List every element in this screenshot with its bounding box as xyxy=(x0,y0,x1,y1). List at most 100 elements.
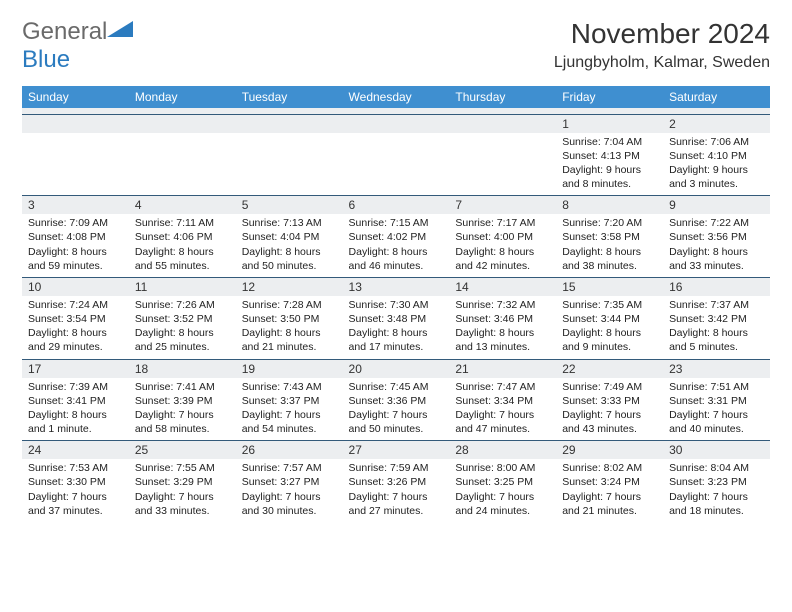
daylight-text: Daylight: 7 hours and 37 minutes. xyxy=(28,490,123,518)
sunset-text: Sunset: 4:00 PM xyxy=(455,230,550,244)
day-number-cell: 15 xyxy=(556,277,663,296)
day-number-cell: 10 xyxy=(22,277,129,296)
daylight-text: Daylight: 7 hours and 58 minutes. xyxy=(135,408,230,436)
sunrise-text: Sunrise: 7:17 AM xyxy=(455,216,550,230)
sunset-text: Sunset: 4:04 PM xyxy=(242,230,337,244)
sunrise-text: Sunrise: 7:32 AM xyxy=(455,298,550,312)
calendar-page: General Blue November 2024 Ljungbyholm, … xyxy=(0,0,792,540)
day-content-cell: Sunrise: 7:43 AMSunset: 3:37 PMDaylight:… xyxy=(236,378,343,441)
column-header: Saturday xyxy=(663,86,770,108)
sunrise-text: Sunrise: 7:28 AM xyxy=(242,298,337,312)
column-header: Thursday xyxy=(449,86,556,108)
day-content-cell: Sunrise: 7:09 AMSunset: 4:08 PMDaylight:… xyxy=(22,214,129,277)
sunrise-text: Sunrise: 7:47 AM xyxy=(455,380,550,394)
daylight-text: Daylight: 7 hours and 43 minutes. xyxy=(562,408,657,436)
daylight-text: Daylight: 8 hours and 13 minutes. xyxy=(455,326,550,354)
column-header: Friday xyxy=(556,86,663,108)
sunrise-text: Sunrise: 7:35 AM xyxy=(562,298,657,312)
day-content-cell: Sunrise: 7:45 AMSunset: 3:36 PMDaylight:… xyxy=(343,378,450,441)
sunrise-text: Sunrise: 7:13 AM xyxy=(242,216,337,230)
sunset-text: Sunset: 3:56 PM xyxy=(669,230,764,244)
sunrise-text: Sunrise: 7:15 AM xyxy=(349,216,444,230)
day-number-cell: 30 xyxy=(663,441,770,460)
day-number-cell: 24 xyxy=(22,441,129,460)
day-content-cell xyxy=(343,133,450,196)
day-number-cell: 3 xyxy=(22,196,129,215)
sunrise-text: Sunrise: 7:55 AM xyxy=(135,461,230,475)
day-content-cell: Sunrise: 7:57 AMSunset: 3:27 PMDaylight:… xyxy=(236,459,343,522)
sunrise-text: Sunrise: 7:59 AM xyxy=(349,461,444,475)
day-content-cell: Sunrise: 7:22 AMSunset: 3:56 PMDaylight:… xyxy=(663,214,770,277)
day-number-cell: 25 xyxy=(129,441,236,460)
logo: General Blue xyxy=(22,18,133,74)
day-number-cell: 5 xyxy=(236,196,343,215)
day-number-cell: 18 xyxy=(129,359,236,378)
sunset-text: Sunset: 4:06 PM xyxy=(135,230,230,244)
logo-part1: General xyxy=(22,18,107,45)
sunset-text: Sunset: 3:31 PM xyxy=(669,394,764,408)
daylight-text: Daylight: 7 hours and 54 minutes. xyxy=(242,408,337,436)
day-content-cell: Sunrise: 8:04 AMSunset: 3:23 PMDaylight:… xyxy=(663,459,770,522)
day-number-cell xyxy=(129,114,236,133)
calendar-table: SundayMondayTuesdayWednesdayThursdayFrid… xyxy=(22,86,770,522)
sunset-text: Sunset: 3:50 PM xyxy=(242,312,337,326)
day-content-cell xyxy=(22,133,129,196)
sunset-text: Sunset: 4:10 PM xyxy=(669,149,764,163)
daylight-text: Daylight: 8 hours and 59 minutes. xyxy=(28,245,123,273)
sunset-text: Sunset: 3:33 PM xyxy=(562,394,657,408)
day-content-cell: Sunrise: 7:39 AMSunset: 3:41 PMDaylight:… xyxy=(22,378,129,441)
daylight-text: Daylight: 7 hours and 50 minutes. xyxy=(349,408,444,436)
sunset-text: Sunset: 3:24 PM xyxy=(562,475,657,489)
logo-part2: Blue xyxy=(22,46,70,73)
day-number-cell xyxy=(449,114,556,133)
column-header: Tuesday xyxy=(236,86,343,108)
sunrise-text: Sunrise: 7:57 AM xyxy=(242,461,337,475)
day-number-cell xyxy=(236,114,343,133)
sunrise-text: Sunrise: 7:09 AM xyxy=(28,216,123,230)
daylight-text: Daylight: 7 hours and 21 minutes. xyxy=(562,490,657,518)
day-number-cell: 1 xyxy=(556,114,663,133)
day-number-cell: 6 xyxy=(343,196,450,215)
sunset-text: Sunset: 3:37 PM xyxy=(242,394,337,408)
sunset-text: Sunset: 3:36 PM xyxy=(349,394,444,408)
sunrise-text: Sunrise: 7:41 AM xyxy=(135,380,230,394)
sunset-text: Sunset: 3:58 PM xyxy=(562,230,657,244)
day-number-cell: 13 xyxy=(343,277,450,296)
sunset-text: Sunset: 4:13 PM xyxy=(562,149,657,163)
day-number-cell: 17 xyxy=(22,359,129,378)
sunrise-text: Sunrise: 7:51 AM xyxy=(669,380,764,394)
day-content-cell: Sunrise: 7:37 AMSunset: 3:42 PMDaylight:… xyxy=(663,296,770,359)
day-content-cell: Sunrise: 7:15 AMSunset: 4:02 PMDaylight:… xyxy=(343,214,450,277)
day-number-cell: 12 xyxy=(236,277,343,296)
day-content-cell: Sunrise: 7:41 AMSunset: 3:39 PMDaylight:… xyxy=(129,378,236,441)
logo-triangle-icon xyxy=(107,18,133,38)
daylight-text: Daylight: 8 hours and 21 minutes. xyxy=(242,326,337,354)
sunrise-text: Sunrise: 7:04 AM xyxy=(562,135,657,149)
day-number-cell: 11 xyxy=(129,277,236,296)
day-content-cell: Sunrise: 8:00 AMSunset: 3:25 PMDaylight:… xyxy=(449,459,556,522)
day-content-cell: Sunrise: 7:13 AMSunset: 4:04 PMDaylight:… xyxy=(236,214,343,277)
calendar-header-row: SundayMondayTuesdayWednesdayThursdayFrid… xyxy=(22,86,770,108)
day-content-cell: Sunrise: 7:47 AMSunset: 3:34 PMDaylight:… xyxy=(449,378,556,441)
daylight-text: Daylight: 7 hours and 24 minutes. xyxy=(455,490,550,518)
day-content-cell: Sunrise: 7:53 AMSunset: 3:30 PMDaylight:… xyxy=(22,459,129,522)
daylight-text: Daylight: 7 hours and 27 minutes. xyxy=(349,490,444,518)
day-number-cell: 23 xyxy=(663,359,770,378)
day-number-cell: 16 xyxy=(663,277,770,296)
sunrise-text: Sunrise: 8:04 AM xyxy=(669,461,764,475)
sunset-text: Sunset: 3:41 PM xyxy=(28,394,123,408)
day-content-cell: Sunrise: 7:55 AMSunset: 3:29 PMDaylight:… xyxy=(129,459,236,522)
daylight-text: Daylight: 8 hours and 55 minutes. xyxy=(135,245,230,273)
sunrise-text: Sunrise: 7:26 AM xyxy=(135,298,230,312)
daylight-text: Daylight: 8 hours and 9 minutes. xyxy=(562,326,657,354)
day-content-cell: Sunrise: 7:32 AMSunset: 3:46 PMDaylight:… xyxy=(449,296,556,359)
sunset-text: Sunset: 3:39 PM xyxy=(135,394,230,408)
sunset-text: Sunset: 3:27 PM xyxy=(242,475,337,489)
sunrise-text: Sunrise: 7:53 AM xyxy=(28,461,123,475)
day-content-cell: Sunrise: 7:30 AMSunset: 3:48 PMDaylight:… xyxy=(343,296,450,359)
day-number-cell: 21 xyxy=(449,359,556,378)
sunrise-text: Sunrise: 7:24 AM xyxy=(28,298,123,312)
daylight-text: Daylight: 7 hours and 18 minutes. xyxy=(669,490,764,518)
day-number-cell: 2 xyxy=(663,114,770,133)
day-number-cell: 7 xyxy=(449,196,556,215)
